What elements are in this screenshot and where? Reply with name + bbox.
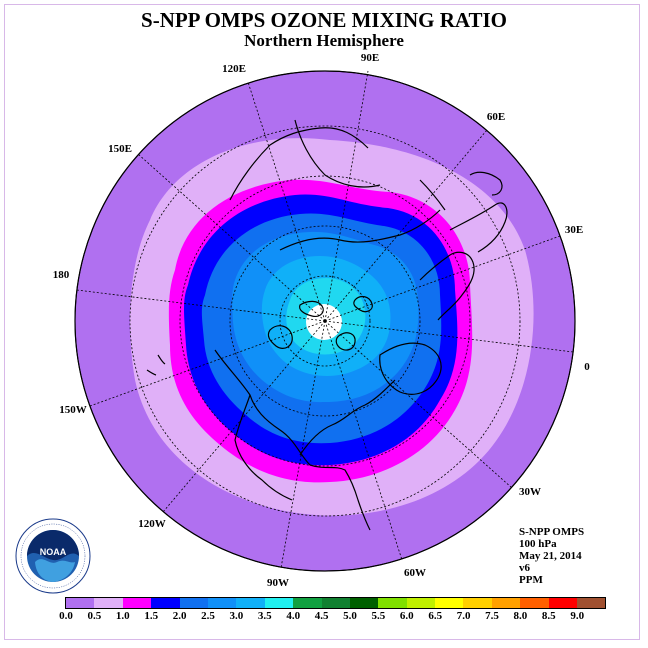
info-date: May 21, 2014: [519, 550, 582, 562]
colorbar: [65, 597, 607, 609]
info-instrument: S-NPP OMPS: [519, 526, 585, 538]
colorbar-tick-label: 1.5: [144, 610, 159, 622]
lon-label-150w: 150W: [59, 404, 87, 416]
lon-label-60w: 60W: [404, 567, 426, 579]
colorbar-segment: [66, 598, 95, 608]
colorbar-tick-label: 6.5: [428, 610, 443, 622]
colorbar-tick-label: 4.5: [314, 610, 329, 622]
info-units: PPM: [519, 574, 543, 586]
colorbar-segment: [406, 598, 436, 608]
colorbar-tick-label: 0.5: [87, 610, 102, 622]
colorbar-tick-label: 2.5: [201, 610, 215, 622]
map-title: S-NPP OMPS OZONE MIXING RATIO: [141, 8, 507, 32]
colorbar-tick-label: 5.5: [371, 610, 386, 622]
colorbar-tick-label: 3.0: [229, 610, 244, 622]
colorbar-segment: [293, 598, 322, 608]
colorbar-tick-label: 9.0: [570, 610, 585, 622]
logo-text: NOAA: [40, 547, 67, 557]
colorbar-tick-label: 4.0: [286, 610, 301, 622]
colorbar-segment: [577, 598, 606, 608]
colorbar-tick-label: 3.5: [257, 610, 272, 622]
colorbar-ticks: 0.0 0.5 1.0 1.5 2.0 2.5 3.0 3.5 4.0 4.5 5.0 5.5 6.0 6…: [0, 610, 648, 624]
lon-label-90w: 90W: [267, 577, 289, 589]
colorbar-segment: [264, 598, 294, 608]
colorbar-tick-label: 1.0: [115, 610, 130, 622]
colorbar-tick-label: 8.0: [513, 610, 528, 622]
lon-label-120w: 120W: [138, 518, 166, 530]
lon-label-30w: 30W: [519, 486, 541, 498]
info-version: v6: [519, 562, 530, 574]
colorbar-segment: [207, 598, 237, 608]
lon-label-0: 0: [584, 361, 590, 373]
lon-label-180: 180: [53, 269, 70, 281]
metadata-panel: S-NPP OMPS 100 hPa May 21, 2014 v6 PPM: [519, 526, 584, 586]
colorbar-segment: [548, 598, 578, 608]
colorbar-tick-label: 7.5: [485, 610, 499, 622]
info-level: 100 hPa: [519, 538, 557, 550]
coastlines: [146, 119, 508, 531]
colorbar-segment: [94, 598, 123, 608]
colorbar-segment: [321, 598, 350, 608]
lon-label-30e: 30E: [565, 224, 583, 236]
colorbar-segment: [179, 598, 208, 608]
graticule: [76, 70, 574, 569]
noaa-logo-icon: NOAA: [15, 518, 91, 594]
plot-frame: [4, 4, 640, 640]
colorbar-tick-label: 5.0: [343, 610, 357, 622]
colorbar-segment: [122, 598, 152, 608]
colorbar-segment: [520, 598, 549, 608]
colorbar-segment: [236, 598, 265, 608]
colorbar-tick-label: 7.0: [456, 610, 471, 622]
colorbar-segment: [349, 598, 379, 608]
colorbar-segment: [463, 598, 492, 608]
map-border: [74, 70, 576, 572]
colorbar-segment: [151, 598, 180, 608]
colorbar-segment: [435, 598, 464, 608]
colorbar-segment: [491, 598, 521, 608]
lon-label-120e: 120E: [222, 63, 246, 75]
colorbar-tick-label: 2.0: [172, 610, 187, 622]
lon-label-60e: 60E: [487, 111, 505, 123]
colorbar-segment: [378, 598, 407, 608]
map-subtitle: Northern Hemisphere: [244, 31, 404, 50]
colorbar-tick-label: 8.5: [541, 610, 556, 622]
colorbar-tick-label: 0.0: [59, 610, 73, 622]
colorbar-tick-label: 6.0: [399, 610, 414, 622]
lon-label-90e: 90E: [361, 52, 379, 64]
lon-label-150e: 150E: [108, 143, 132, 155]
